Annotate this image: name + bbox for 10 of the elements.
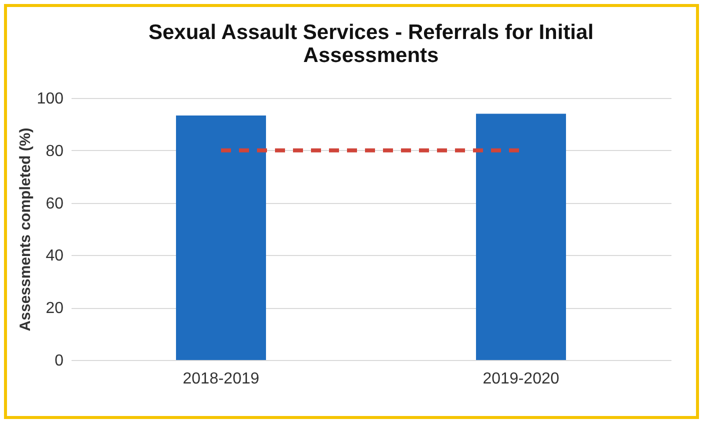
x-tick-label: 2019-2020 [482, 370, 560, 388]
x-tick-label: 2018-2019 [182, 370, 260, 388]
y-tick-label: 0 [54, 352, 64, 370]
chart-title: Sexual Assault Services - Referrals for Initial Assessments [148, 21, 594, 67]
y-tick-label: 60 [46, 195, 64, 212]
y-tick-label: 40 [46, 248, 64, 265]
y-tick-label: 20 [46, 300, 64, 318]
y-tick-label: 80 [46, 142, 64, 160]
y-axis-title: Assessments completed (%) [16, 128, 34, 332]
y-tick-label: 100 [36, 90, 64, 108]
